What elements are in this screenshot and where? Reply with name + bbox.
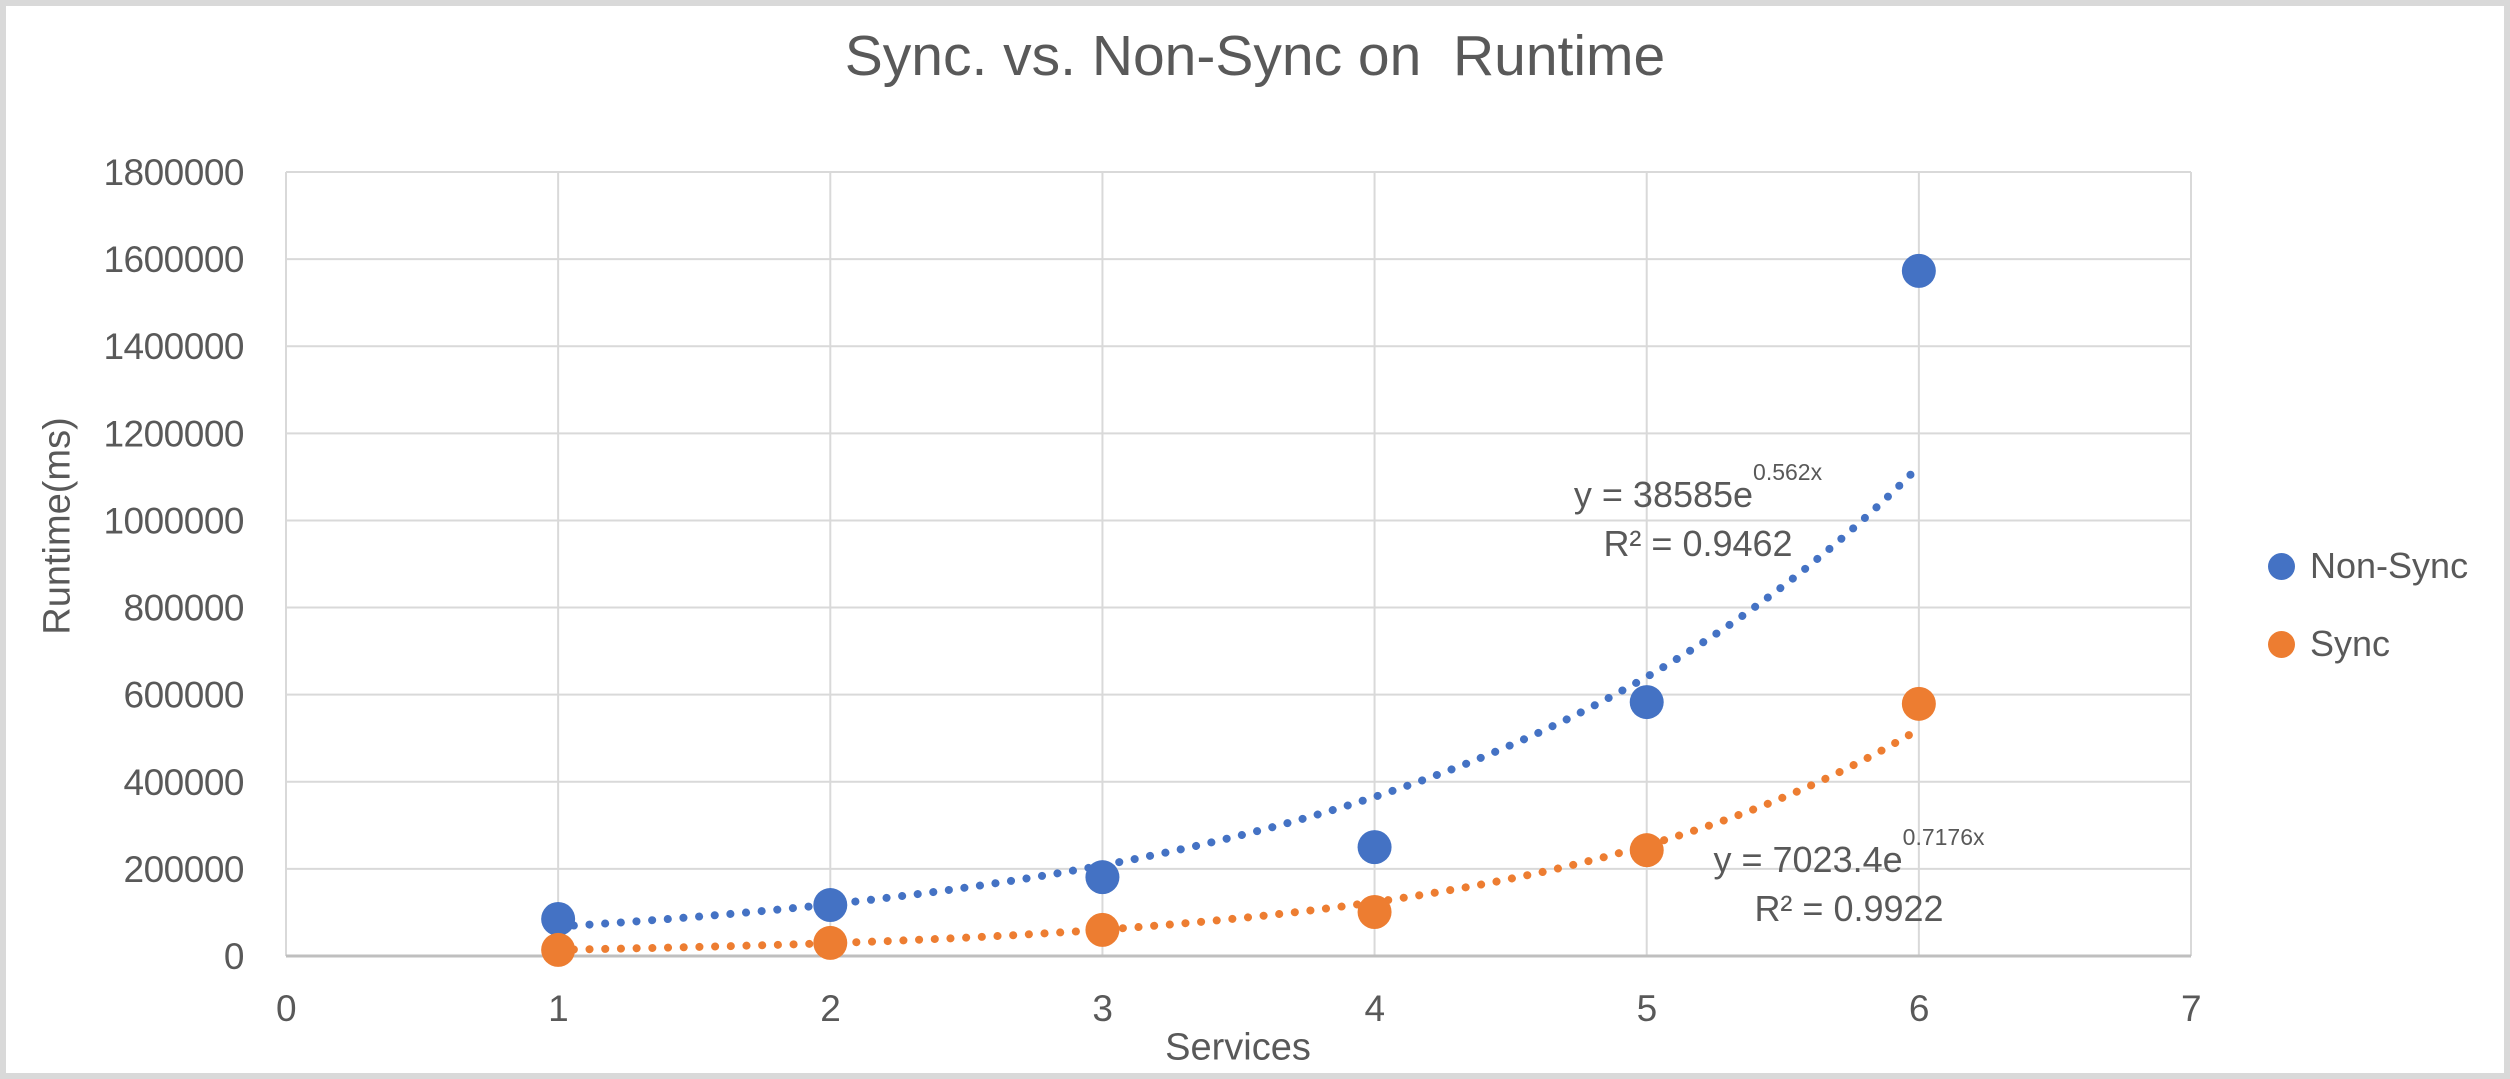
data-point-sync bbox=[541, 932, 576, 967]
trendline-sync bbox=[554, 725, 1923, 954]
r-squared-text-sync: R² = 0.9922 bbox=[1754, 888, 1944, 929]
y-tick-label: 1000000 bbox=[103, 500, 244, 541]
equation-base-nonsync: y = 38585e bbox=[1573, 474, 1754, 515]
chart-title: Sync. vs. Non-Sync on Runtime bbox=[844, 24, 1666, 88]
equation-text-sync: y = 7023.4e0.7176x bbox=[1713, 826, 1984, 884]
trendline-equation-sync: y = 7023.4e0.7176x R² = 0.9922 bbox=[1713, 826, 1984, 933]
legend-label-nonsync: Non-Sync bbox=[2310, 545, 2469, 586]
legend: Non-Sync Sync bbox=[2268, 545, 2469, 703]
y-tick-label: 1400000 bbox=[103, 326, 244, 367]
y-tick-label: 200000 bbox=[124, 849, 244, 890]
x-axis-title: Services bbox=[1165, 1026, 1311, 1069]
y-tick-label: 0 bbox=[224, 936, 244, 977]
legend-item-nonsync: Non-Sync bbox=[2268, 545, 2469, 586]
trendline-non-sync bbox=[554, 462, 1923, 931]
x-tick-label: 7 bbox=[2181, 988, 2201, 1029]
data-point-non-sync bbox=[813, 888, 848, 923]
y-tick-label: 1200000 bbox=[103, 413, 244, 454]
y-tick-label: 400000 bbox=[124, 762, 244, 803]
data-point-non-sync bbox=[1357, 830, 1392, 865]
plot-area: 0 200000 400000 600000 800000 1000000 1200000 1… bbox=[103, 152, 2201, 1029]
r-squared-text-nonsync: R² = 0.9462 bbox=[1603, 523, 1793, 564]
legend-item-sync: Sync bbox=[2268, 623, 2468, 664]
equation-text-nonsync: y = 38585e0.562x bbox=[1573, 461, 1822, 519]
x-tick-label: 6 bbox=[1909, 988, 1929, 1029]
data-point-sync bbox=[813, 925, 848, 960]
data-point-sync bbox=[1357, 895, 1392, 930]
y-tick-label: 600000 bbox=[124, 675, 244, 716]
y-tick-label: 1600000 bbox=[103, 239, 244, 280]
y-tick-label: 800000 bbox=[124, 588, 244, 629]
sync-series-marker-icon bbox=[2268, 630, 2295, 658]
y-axis-title: Runtime(ms) bbox=[36, 417, 79, 635]
legend-label-sync: Sync bbox=[2310, 623, 2391, 664]
nonsync-series-marker-icon bbox=[2268, 552, 2295, 580]
data-point-non-sync bbox=[1629, 685, 1664, 720]
data-point-non-sync bbox=[541, 901, 576, 936]
x-tick-label: 3 bbox=[1092, 988, 1112, 1029]
x-tick-label: 2 bbox=[820, 988, 840, 1029]
data-point-sync bbox=[1629, 833, 1664, 868]
trendline-equation-nonsync: y = 38585e0.562x R² = 0.9462 bbox=[1573, 461, 1822, 568]
x-tick-label: 5 bbox=[1637, 988, 1657, 1029]
x-tick-label: 1 bbox=[548, 988, 568, 1029]
equation-exponent-nonsync: 0.562x bbox=[1753, 459, 1823, 485]
y-tick-label: 1800000 bbox=[103, 152, 244, 193]
equation-base-sync: y = 7023.4e bbox=[1713, 839, 1903, 880]
x-tick-label: 0 bbox=[276, 988, 296, 1029]
x-tick-label: 4 bbox=[1365, 988, 1385, 1029]
data-point-non-sync bbox=[1901, 253, 1936, 288]
data-point-sync bbox=[1901, 686, 1936, 721]
data-point-non-sync bbox=[1085, 860, 1120, 895]
data-point-sync bbox=[1085, 912, 1120, 947]
equation-exponent-sync: 0.7176x bbox=[1902, 824, 1985, 850]
